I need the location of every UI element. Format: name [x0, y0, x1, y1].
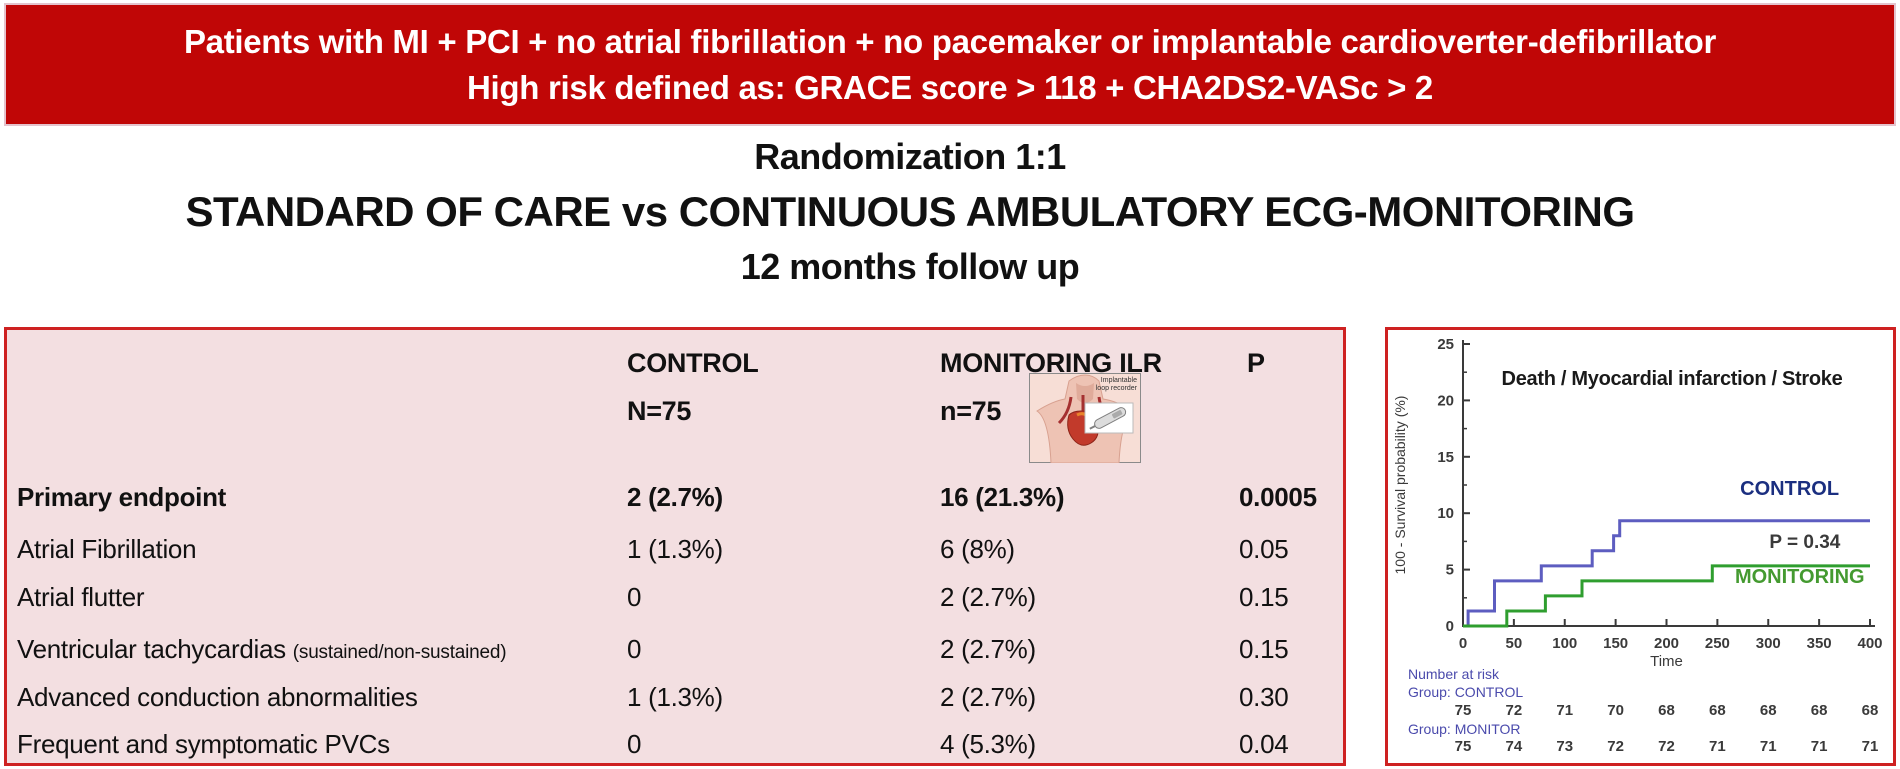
km-chart-panel: 0 5 10 15 20 25 0 50 100 150 200 250 300 350 400 Time 10… — [1385, 327, 1896, 766]
control-value: 0 — [627, 581, 642, 612]
table-row-atrial-fibrillation: Atrial Fibrillation 1 (1.3%) 6 (8%) 0.05 — [7, 525, 1343, 573]
row-label: Ventricular tachycardias (sustained/non-… — [17, 633, 507, 664]
banner-line2: High risk defined as: GRACE score > 118 … — [467, 68, 1433, 106]
ilr-image-caption-line2: loop recorder — [1096, 385, 1138, 392]
series-control — [1463, 519, 1870, 628]
control-value: 1 (1.3%) — [627, 681, 723, 712]
risk-group-label: Group: CONTROL — [1408, 684, 1523, 700]
risk-group-label: Group: MONITOR — [1408, 721, 1521, 737]
row-label: Primary endpoint — [17, 481, 227, 512]
x-tick-label: 50 — [1506, 635, 1523, 652]
annotation-monitoring: MONITORING — [1735, 566, 1865, 588]
y-tick-label: 15 — [1437, 449, 1454, 466]
results-table: CONTROL N=75 MONITORING ILR n=75 P Impla… — [4, 327, 1346, 766]
risk-value: 74 — [1506, 738, 1523, 755]
y-axis-label: 100 - Survival probability (%) — [1392, 396, 1408, 575]
x-tick-label: 300 — [1756, 635, 1781, 652]
table-row-conduction-abnormalities: Advanced conduction abnormalities 1 (1.3… — [7, 673, 1343, 721]
risk-value: 68 — [1658, 702, 1675, 719]
risk-value: 68 — [1709, 702, 1726, 719]
x-tick-label: 400 — [1857, 635, 1882, 652]
risk-value: 68 — [1811, 702, 1828, 719]
x-tick-label: 200 — [1654, 635, 1679, 652]
control-value: 0 — [627, 633, 642, 664]
y-tick-label: 0 — [1446, 618, 1454, 635]
row-label: Advanced conduction abnormalities — [17, 681, 418, 712]
y-tick-label: 20 — [1437, 392, 1454, 409]
header-p: P — [1247, 348, 1265, 378]
criteria-banner: Patients with MI + PCI + no atrial fibri… — [4, 3, 1896, 126]
table-row-symptomatic-pvcs: Frequent and symptomatic PVCs 0 4 (5.3%)… — [7, 720, 1343, 768]
ilr-image: Implantable loop recorder — [1029, 373, 1141, 463]
row-label: Atrial flutter — [17, 581, 145, 612]
x-tick-label: 150 — [1603, 635, 1628, 652]
title-followup: 12 months follow up — [740, 246, 1080, 287]
risk-value: 68 — [1760, 702, 1777, 719]
monitoring-value: 4 (5.3%) — [940, 728, 1036, 759]
x-tick-label: 250 — [1705, 635, 1730, 652]
title-comparison: STANDARD OF CARE vs CONTINUOUS AMBULATOR… — [185, 188, 1635, 235]
ilr-image-caption-line1: Implantable — [1101, 377, 1137, 384]
series-monitoring — [1463, 564, 1870, 628]
risk-value: 72 — [1506, 702, 1523, 719]
number-at-risk-title: Number at risk — [1408, 666, 1500, 682]
monitoring-value: 6 (8%) — [940, 533, 1015, 564]
monitoring-value: 2 (2.7%) — [940, 633, 1036, 664]
risk-value: 71 — [1556, 702, 1573, 719]
risk-value: 75 — [1455, 702, 1472, 719]
control-value: 1 (1.3%) — [627, 533, 723, 564]
p-value: 0.15 — [1239, 633, 1289, 664]
risk-value: 72 — [1658, 738, 1675, 755]
p-value: 0.04 — [1239, 728, 1289, 759]
row-label: Frequent and symptomatic PVCs — [17, 728, 390, 759]
p-value: 0.30 — [1239, 681, 1289, 712]
header-control-n: N=75 — [627, 396, 692, 426]
chart-title: Death / Myocardial infarction / Stroke — [1502, 368, 1843, 390]
risk-value: 71 — [1862, 738, 1879, 755]
x-tick-label: 100 — [1552, 635, 1577, 652]
control-value: 2 (2.7%) — [627, 481, 723, 512]
p-value: 0.0005 — [1239, 481, 1317, 512]
risk-value: 70 — [1607, 702, 1624, 719]
risk-value: 71 — [1709, 738, 1726, 755]
table-row-primary-endpoint: Primary endpoint 2 (2.7%) 16 (21.3%) 0.0… — [7, 473, 1343, 521]
risk-value: 72 — [1607, 738, 1624, 755]
x-axis-label: Time — [1650, 653, 1683, 670]
risk-value: 73 — [1556, 738, 1573, 755]
p-value: 0.05 — [1239, 533, 1289, 564]
risk-value: 71 — [1811, 738, 1828, 755]
row-label: Atrial Fibrillation — [17, 533, 197, 564]
header-control: CONTROL — [627, 348, 759, 378]
monitoring-value: 16 (21.3%) — [940, 481, 1065, 512]
title-randomization: Randomization 1:1 — [754, 136, 1066, 177]
risk-value: 71 — [1760, 738, 1777, 755]
x-tick-label: 0 — [1459, 635, 1467, 652]
y-tick-label: 5 — [1446, 562, 1454, 579]
monitoring-value: 2 (2.7%) — [940, 581, 1036, 612]
banner-line1: Patients with MI + PCI + no atrial fibri… — [183, 22, 1717, 60]
title-block: Randomization 1:1 STANDARD OF CARE vs CO… — [0, 128, 1820, 288]
y-tick-label: 25 — [1437, 336, 1454, 353]
risk-value: 75 — [1455, 738, 1472, 755]
control-value: 0 — [627, 728, 642, 759]
table-row-ventricular-tachycardias: Ventricular tachycardias (sustained/non-… — [7, 625, 1343, 673]
header-monitoring-n: n=75 — [940, 396, 1002, 426]
annotation-control: CONTROL — [1740, 478, 1839, 500]
monitoring-value: 2 (2.7%) — [940, 681, 1036, 712]
table-row-atrial-flutter: Atrial flutter 0 2 (2.7%) 0.15 — [7, 573, 1343, 621]
p-value: 0.15 — [1239, 581, 1289, 612]
annotation-p-0-34: P = 0.34 — [1769, 532, 1840, 553]
risk-value: 68 — [1862, 702, 1879, 719]
y-tick-label: 10 — [1437, 505, 1454, 522]
x-tick-label: 350 — [1807, 635, 1832, 652]
